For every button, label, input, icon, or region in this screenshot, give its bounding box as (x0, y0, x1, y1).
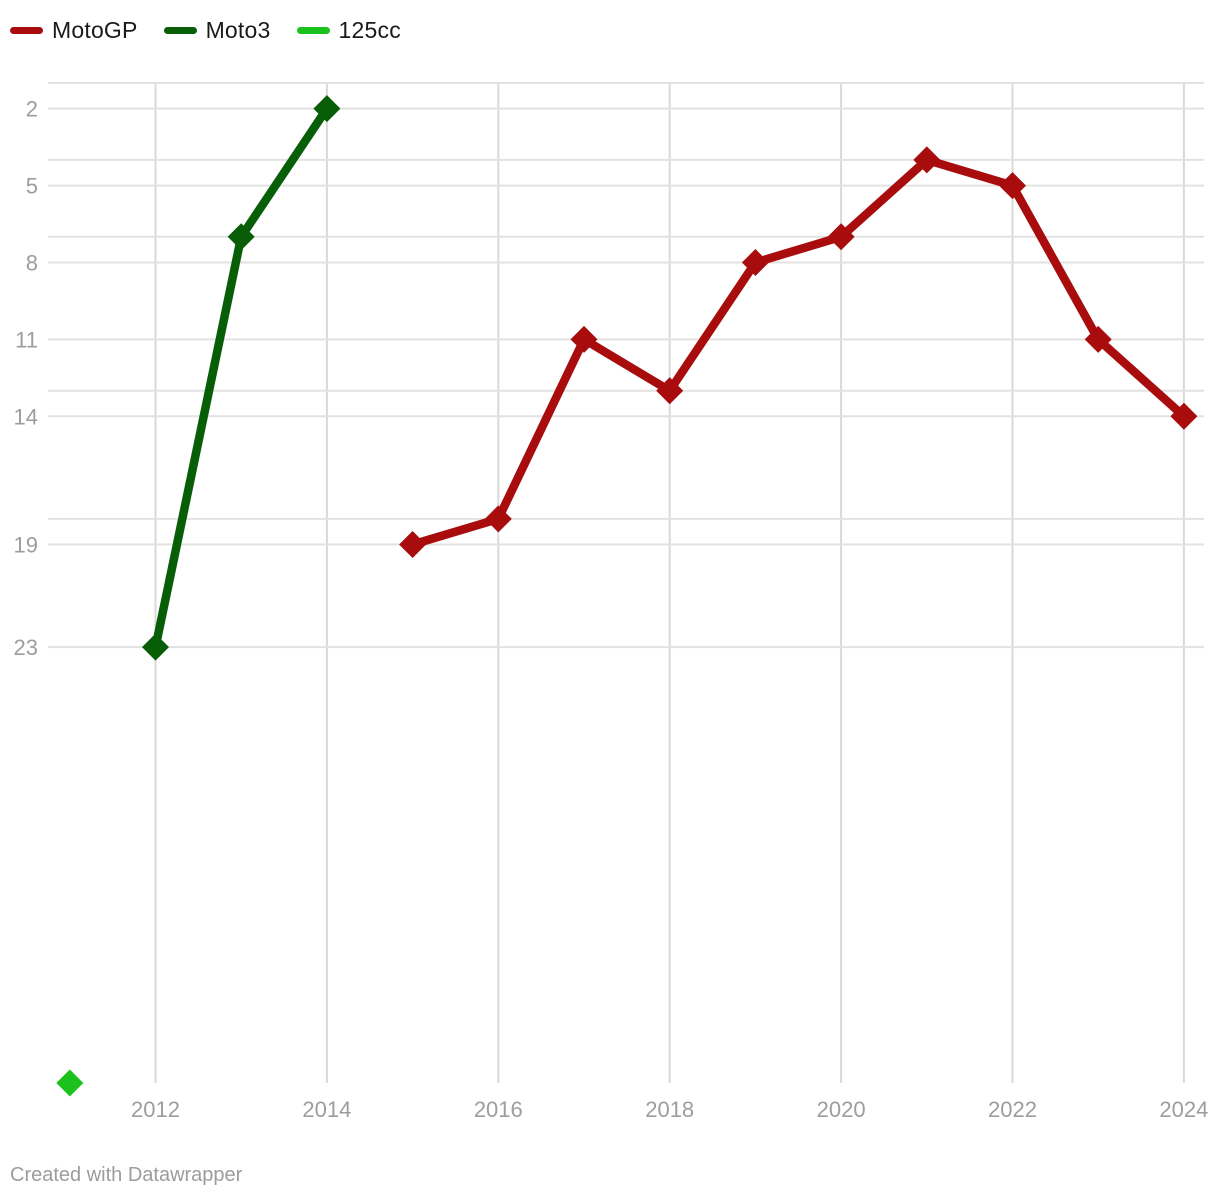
legend-item-motogp: MotoGP (10, 17, 138, 44)
y-axis-tick-label: 19 (14, 533, 38, 558)
legend-item-125cc: 125cc (296, 17, 401, 44)
series-motogp (399, 146, 1198, 558)
data-point-motogp-2017 (570, 325, 598, 353)
legend: MotoGP Moto3 125cc (10, 17, 427, 44)
data-point-moto3-2014 (313, 95, 341, 123)
data-point-motogp-2021 (913, 146, 941, 174)
legend-swatch-motogp (10, 26, 43, 35)
legend-label-motogp: MotoGP (52, 17, 138, 43)
data-point-125cc-2011 (56, 1069, 84, 1097)
x-axis-labels: 2012 2014 2016 2018 2020 2022 2024 (131, 1097, 1208, 1122)
y-axis-tick-label: 2 (26, 97, 38, 122)
x-axis-tick-label: 2016 (474, 1097, 523, 1122)
y-axis-labels: 2 5 8 11 14 19 23 (14, 97, 38, 660)
datawrapper-credit-link[interactable]: Created with Datawrapper (10, 1164, 243, 1186)
data-point-motogp-2023 (1084, 325, 1112, 353)
legend-label-125cc: 125cc (338, 17, 401, 43)
data-point-motogp-2016 (484, 505, 512, 533)
data-point-motogp-2019 (741, 249, 769, 276)
series-moto3 (142, 95, 341, 661)
x-axis-tick-label: 2012 (131, 1097, 180, 1122)
data-point-motogp-2024 (1170, 402, 1198, 430)
data-point-motogp-2022 (999, 172, 1026, 200)
y-axis-tick-label: 8 (26, 251, 38, 276)
y-axis-tick-label: 5 (26, 174, 38, 199)
data-point-moto3-2013 (227, 223, 255, 251)
y-axis-tick-label: 23 (14, 635, 38, 660)
data-point-motogp-2020 (827, 223, 855, 251)
x-axis-tick-label: 2020 (817, 1097, 866, 1122)
legend-swatch-moto3 (163, 26, 197, 35)
data-point-moto3-2012 (142, 633, 169, 661)
legend-label-moto3: Moto3 (205, 17, 271, 43)
x-axis-tick-label: 2018 (645, 1097, 694, 1122)
y-axis-tick-label: 14 (14, 404, 38, 429)
x-axis-tick-label: 2022 (988, 1097, 1037, 1122)
footer: Created with Datawrapper (10, 1164, 242, 1187)
x-axis-tick-label: 2014 (302, 1097, 351, 1122)
y-axis-tick-label: 11 (15, 327, 38, 352)
legend-swatch-125cc (296, 26, 330, 35)
series-line-moto3 (151, 104, 332, 652)
series-125cc (56, 1069, 84, 1097)
x-axis-tick-label: 2024 (1159, 1097, 1208, 1122)
vertical-gridlines (154, 83, 1185, 1083)
data-point-motogp-2015 (399, 531, 427, 558)
series-line-motogp (408, 155, 1189, 549)
data-point-motogp-2018 (656, 377, 684, 405)
line-chart: 2 5 8 11 14 19 23 2012 2014 2016 2018 2020 2022 2024 (14, 82, 1208, 1122)
legend-item-moto3: Moto3 (163, 17, 271, 44)
